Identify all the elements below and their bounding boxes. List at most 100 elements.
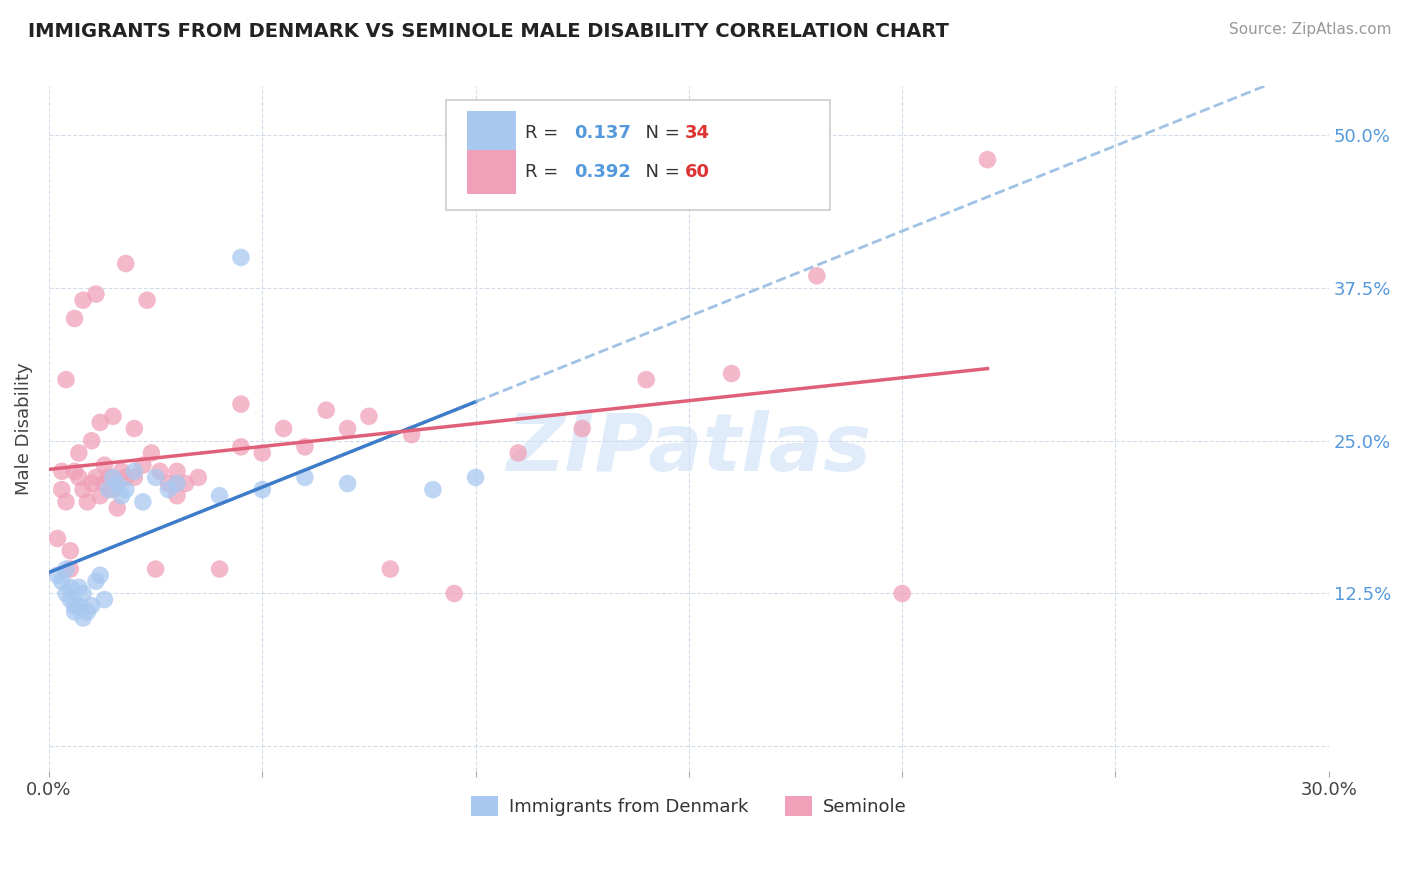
Point (891, 586, 914, 600)
Point (101, 483, 124, 497)
Point (124, 421, 146, 435)
Point (806, 268, 828, 283)
Point (380, 562, 402, 576)
Point (101, 470, 124, 484)
Text: 0.137: 0.137 (574, 124, 630, 142)
Y-axis label: Male Disability: Male Disability (15, 362, 32, 495)
Text: R =: R = (524, 124, 564, 142)
Point (84, 574, 107, 589)
Point (208, 489, 231, 503)
Point (252, 446, 274, 460)
Point (422, 483, 444, 497)
Point (46, 532, 69, 546)
FancyBboxPatch shape (467, 150, 516, 194)
Point (157, 483, 180, 497)
Point (145, 562, 167, 576)
Point (55, 373, 77, 387)
Point (76, 605, 98, 619)
Point (136, 293, 159, 308)
Point (187, 470, 209, 484)
Point (51, 574, 73, 589)
Point (67, 446, 90, 460)
Point (84, 470, 107, 484)
Point (357, 409, 380, 424)
Point (166, 476, 188, 491)
Point (67, 581, 90, 595)
FancyBboxPatch shape (446, 100, 830, 210)
Text: N =: N = (634, 124, 685, 142)
Point (84, 287, 107, 301)
Point (93, 458, 115, 473)
Text: N =: N = (634, 163, 685, 181)
Point (229, 251, 252, 265)
Point (76, 495, 98, 509)
Point (114, 256, 136, 270)
Point (124, 464, 146, 478)
Point (157, 476, 180, 491)
Point (89, 489, 111, 503)
Point (229, 397, 252, 411)
Point (55, 495, 77, 509)
Point (166, 464, 188, 478)
Text: 0.392: 0.392 (574, 163, 630, 181)
Point (141, 446, 163, 460)
Point (105, 476, 128, 491)
Point (571, 421, 593, 435)
Point (80, 476, 103, 491)
Text: IMMIGRANTS FROM DENMARK VS SEMINOLE MALE DISABILITY CORRELATION CHART: IMMIGRANTS FROM DENMARK VS SEMINOLE MALE… (28, 22, 949, 41)
Point (636, 373, 658, 387)
Point (336, 476, 359, 491)
Point (63, 464, 86, 478)
Text: ZIPatlas: ZIPatlas (506, 410, 872, 488)
Text: 34: 34 (685, 124, 710, 142)
Point (80, 599, 103, 613)
Point (976, 153, 998, 167)
Text: Source: ZipAtlas.com: Source: ZipAtlas.com (1229, 22, 1392, 37)
Point (132, 458, 155, 473)
Point (80, 434, 103, 448)
Text: 60: 60 (685, 163, 710, 181)
Point (63, 599, 86, 613)
Point (63, 605, 86, 619)
Point (208, 562, 231, 576)
Point (89, 416, 111, 430)
Point (46, 568, 69, 582)
Point (55, 562, 77, 576)
Point (59, 581, 82, 595)
Point (93, 476, 115, 491)
Point (294, 440, 316, 454)
Point (114, 483, 136, 497)
Point (720, 367, 742, 381)
Point (55, 586, 77, 600)
Point (59, 562, 82, 576)
Point (89, 568, 111, 582)
Point (72, 483, 94, 497)
Point (401, 427, 423, 442)
Point (315, 403, 337, 417)
Point (132, 495, 155, 509)
Point (72, 611, 94, 625)
Point (72, 293, 94, 308)
Point (149, 464, 172, 478)
Point (59, 592, 82, 607)
Point (110, 464, 132, 478)
Point (336, 421, 359, 435)
Point (63, 311, 86, 326)
FancyBboxPatch shape (467, 111, 516, 155)
Point (93, 592, 115, 607)
Point (97, 483, 120, 497)
Point (67, 599, 90, 613)
Point (51, 464, 73, 478)
Point (252, 483, 274, 497)
Point (443, 586, 465, 600)
Point (114, 470, 136, 484)
Point (67, 470, 90, 484)
Point (72, 586, 94, 600)
Legend: Immigrants from Denmark, Seminole: Immigrants from Denmark, Seminole (464, 789, 914, 823)
Point (105, 500, 128, 515)
Point (229, 440, 252, 454)
Point (124, 470, 146, 484)
Point (101, 409, 124, 424)
Point (51, 483, 73, 497)
Point (97, 470, 120, 484)
